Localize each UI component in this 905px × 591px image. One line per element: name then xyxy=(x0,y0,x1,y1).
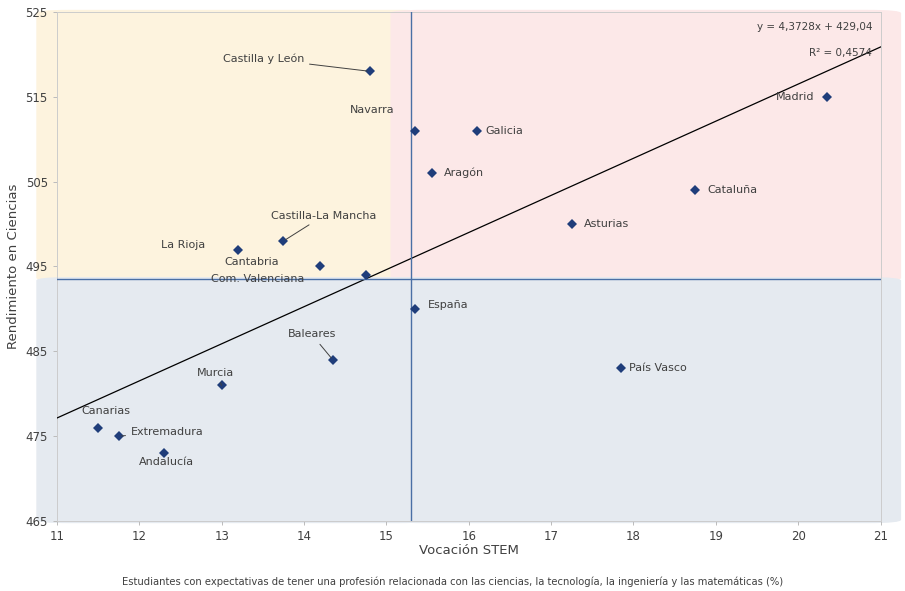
Text: Com. Valenciana: Com. Valenciana xyxy=(211,274,304,284)
Text: y = 4,3728x + 429,04: y = 4,3728x + 429,04 xyxy=(757,22,872,32)
FancyBboxPatch shape xyxy=(36,277,432,523)
Text: Navarra: Navarra xyxy=(350,105,395,115)
Text: Estudiantes con expectativas de tener una profesión relacionada con las ciencias: Estudiantes con expectativas de tener un… xyxy=(122,577,783,587)
Text: Aragón: Aragón xyxy=(444,168,484,178)
Text: Extremadura: Extremadura xyxy=(121,427,204,437)
Text: Galicia: Galicia xyxy=(485,126,523,136)
Text: La Rioja: La Rioja xyxy=(161,241,205,250)
Text: País Vasco: País Vasco xyxy=(629,363,687,374)
Text: Canarias: Canarias xyxy=(81,406,130,415)
FancyBboxPatch shape xyxy=(390,277,901,523)
Y-axis label: Rendimiento en Ciencias: Rendimiento en Ciencias xyxy=(7,184,20,349)
Text: Murcia: Murcia xyxy=(197,368,234,385)
FancyBboxPatch shape xyxy=(36,10,432,281)
Text: España: España xyxy=(427,300,468,310)
Text: Andalucía: Andalucía xyxy=(139,457,195,467)
X-axis label: Vocación STEM: Vocación STEM xyxy=(419,544,519,557)
Text: Castilla-La Mancha: Castilla-La Mancha xyxy=(271,210,376,239)
Text: Cataluña: Cataluña xyxy=(708,185,757,195)
Text: Baleares: Baleares xyxy=(288,329,336,358)
Text: Asturias: Asturias xyxy=(584,219,629,229)
Text: Madrid: Madrid xyxy=(776,92,814,102)
Text: Cantabria: Cantabria xyxy=(224,257,280,267)
FancyBboxPatch shape xyxy=(390,10,901,281)
Text: R² = 0,4574: R² = 0,4574 xyxy=(809,48,872,57)
Text: Castilla y León: Castilla y León xyxy=(223,53,367,71)
